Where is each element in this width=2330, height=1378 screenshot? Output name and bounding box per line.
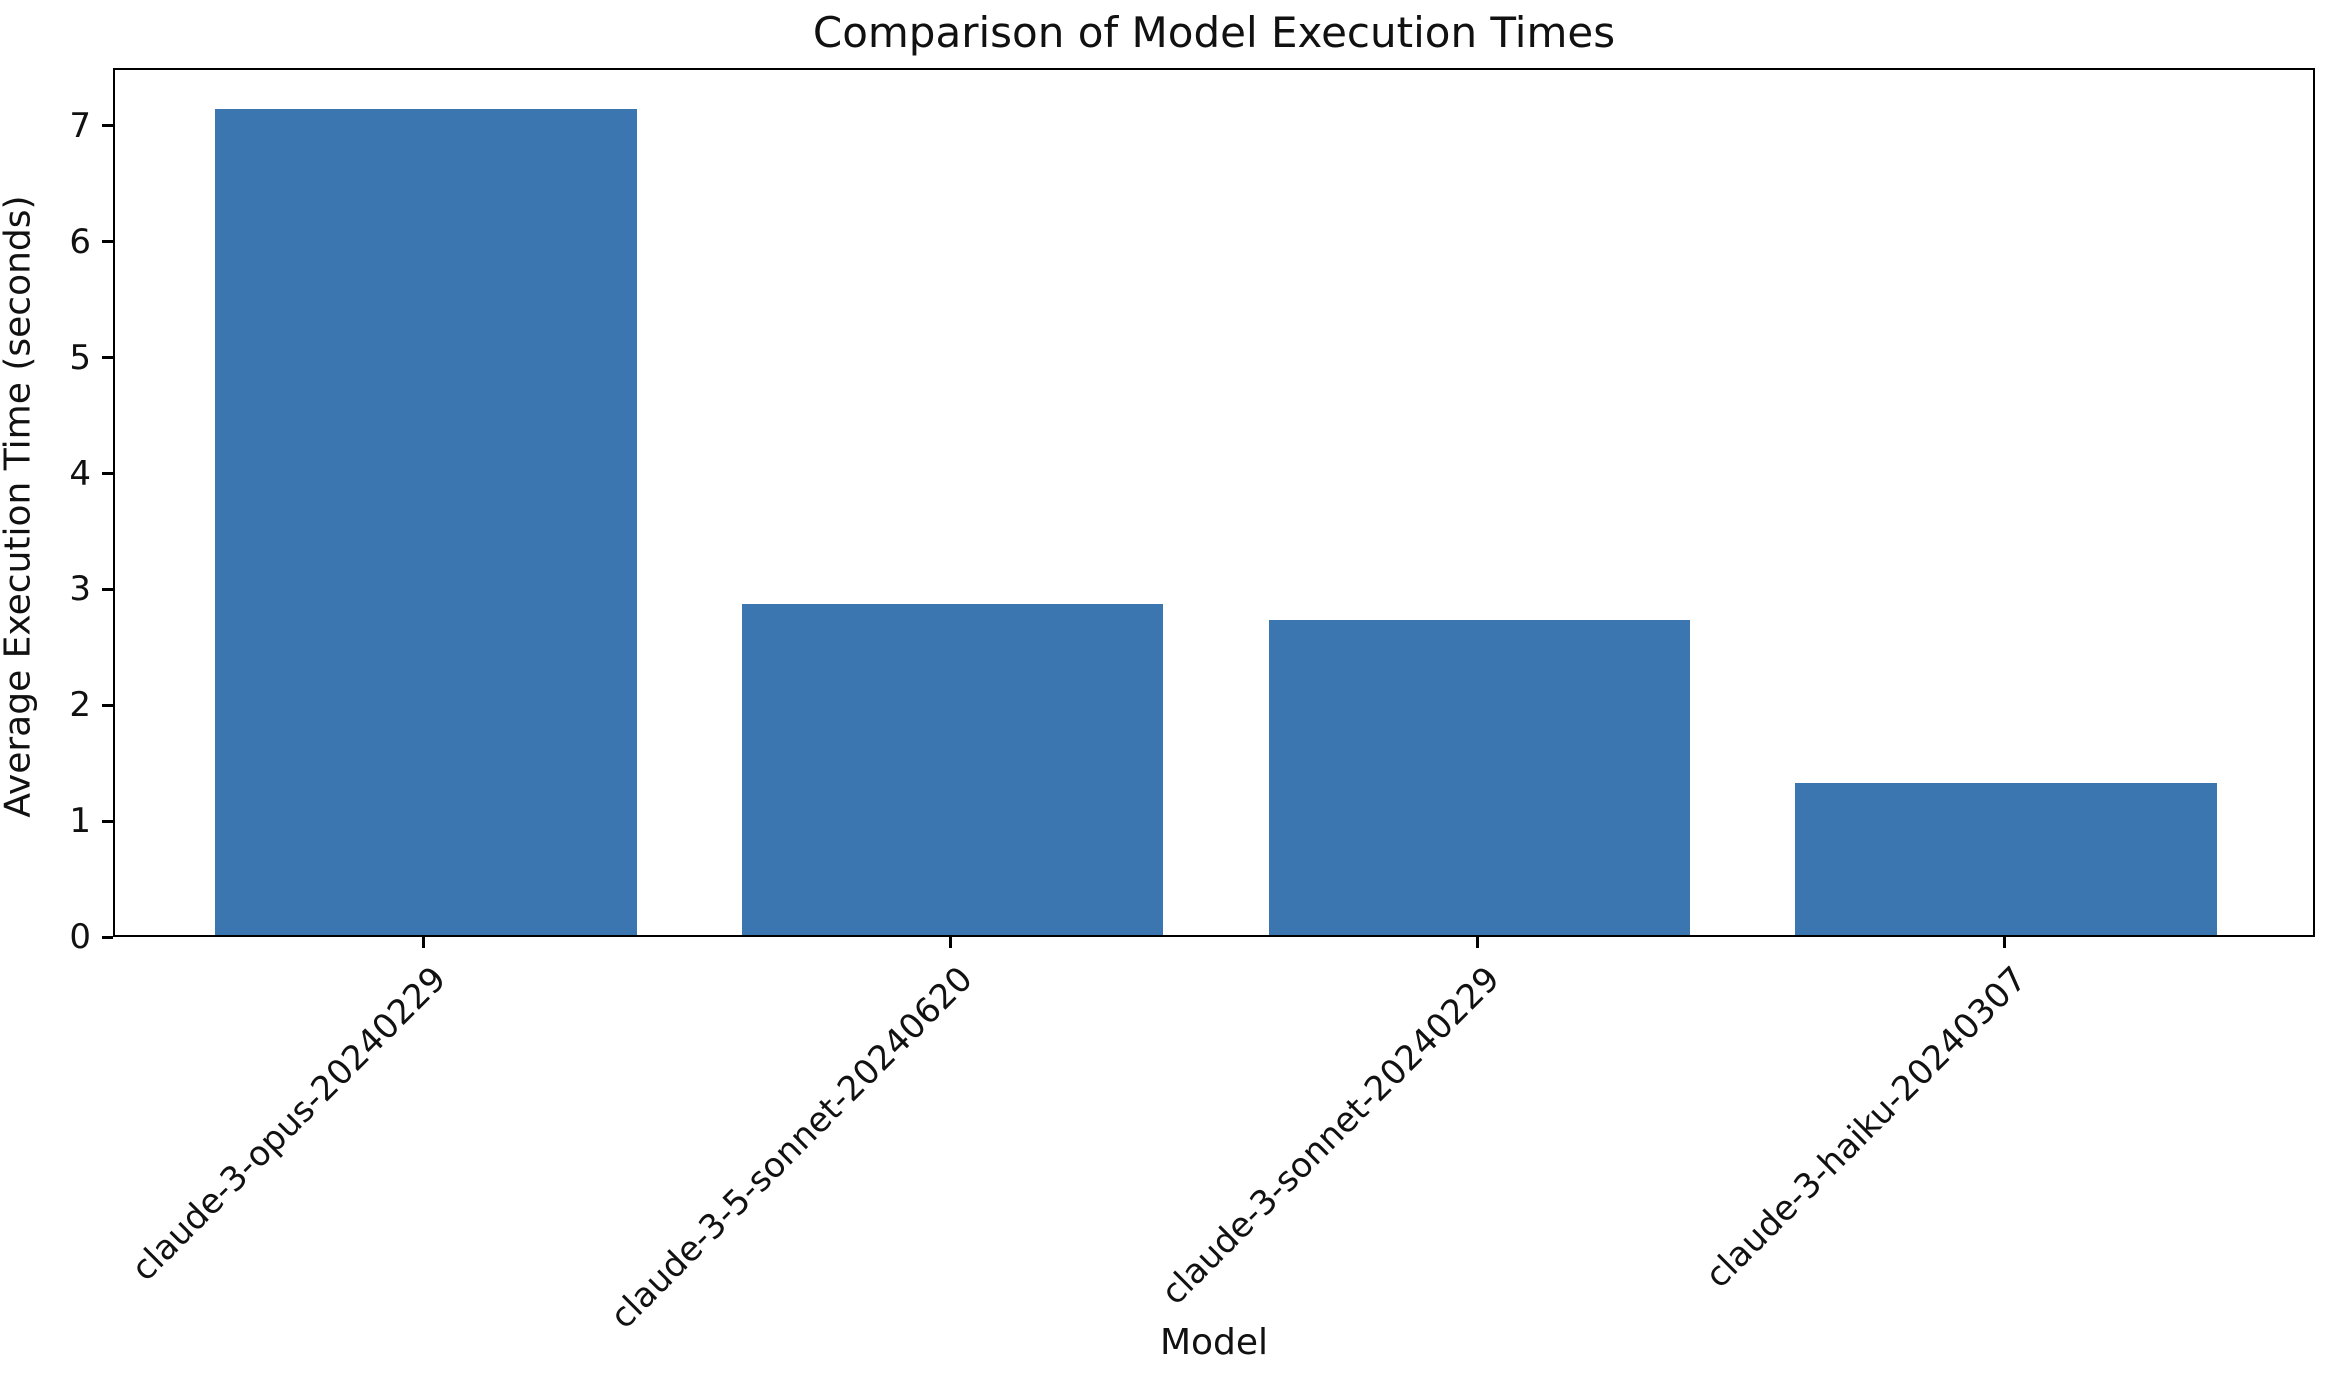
y-tick-label: 6: [69, 221, 91, 262]
x-tick-mark: [422, 937, 426, 948]
bar: [1268, 619, 1691, 935]
bar: [1795, 783, 2217, 935]
bar: [215, 108, 637, 935]
x-tick-label: claude-3-5-sonnet-20240620: [603, 959, 981, 1337]
x-axis-label: Model: [1159, 1322, 1269, 1363]
y-tick-mark: [102, 472, 113, 476]
y-tick-label: 1: [69, 801, 91, 842]
chart-title: Comparison of Model Execution Times: [812, 8, 1616, 57]
y-axis-label: Average Execution Time (seconds): [0, 195, 39, 818]
plot-area: [113, 68, 2315, 937]
y-tick-mark: [102, 935, 113, 939]
bar: [741, 603, 1164, 935]
x-tick-mark: [949, 937, 953, 948]
y-tick-mark: [102, 356, 113, 360]
y-tick-label: 4: [69, 453, 91, 494]
x-tick-label: claude-3-haiku-20240307: [1697, 959, 2035, 1296]
y-tick-mark: [102, 240, 113, 244]
bars-layer: [115, 70, 2313, 935]
y-tick-label: 3: [69, 569, 91, 610]
y-tick-label: 2: [69, 685, 91, 726]
y-tick-label: 7: [69, 105, 91, 146]
y-tick-mark: [102, 124, 113, 128]
x-tick-label: claude-3-opus-20240229: [124, 959, 455, 1290]
x-tick-mark: [1475, 937, 1479, 948]
x-tick-label: claude-3-sonnet-20240229: [1153, 959, 1508, 1313]
y-tick-label: 0: [69, 917, 91, 957]
y-tick-mark: [102, 819, 113, 823]
y-tick-mark: [102, 587, 113, 591]
y-tick-label: 5: [69, 337, 91, 378]
y-tick-mark: [102, 703, 113, 707]
x-tick-mark: [2002, 937, 2006, 948]
